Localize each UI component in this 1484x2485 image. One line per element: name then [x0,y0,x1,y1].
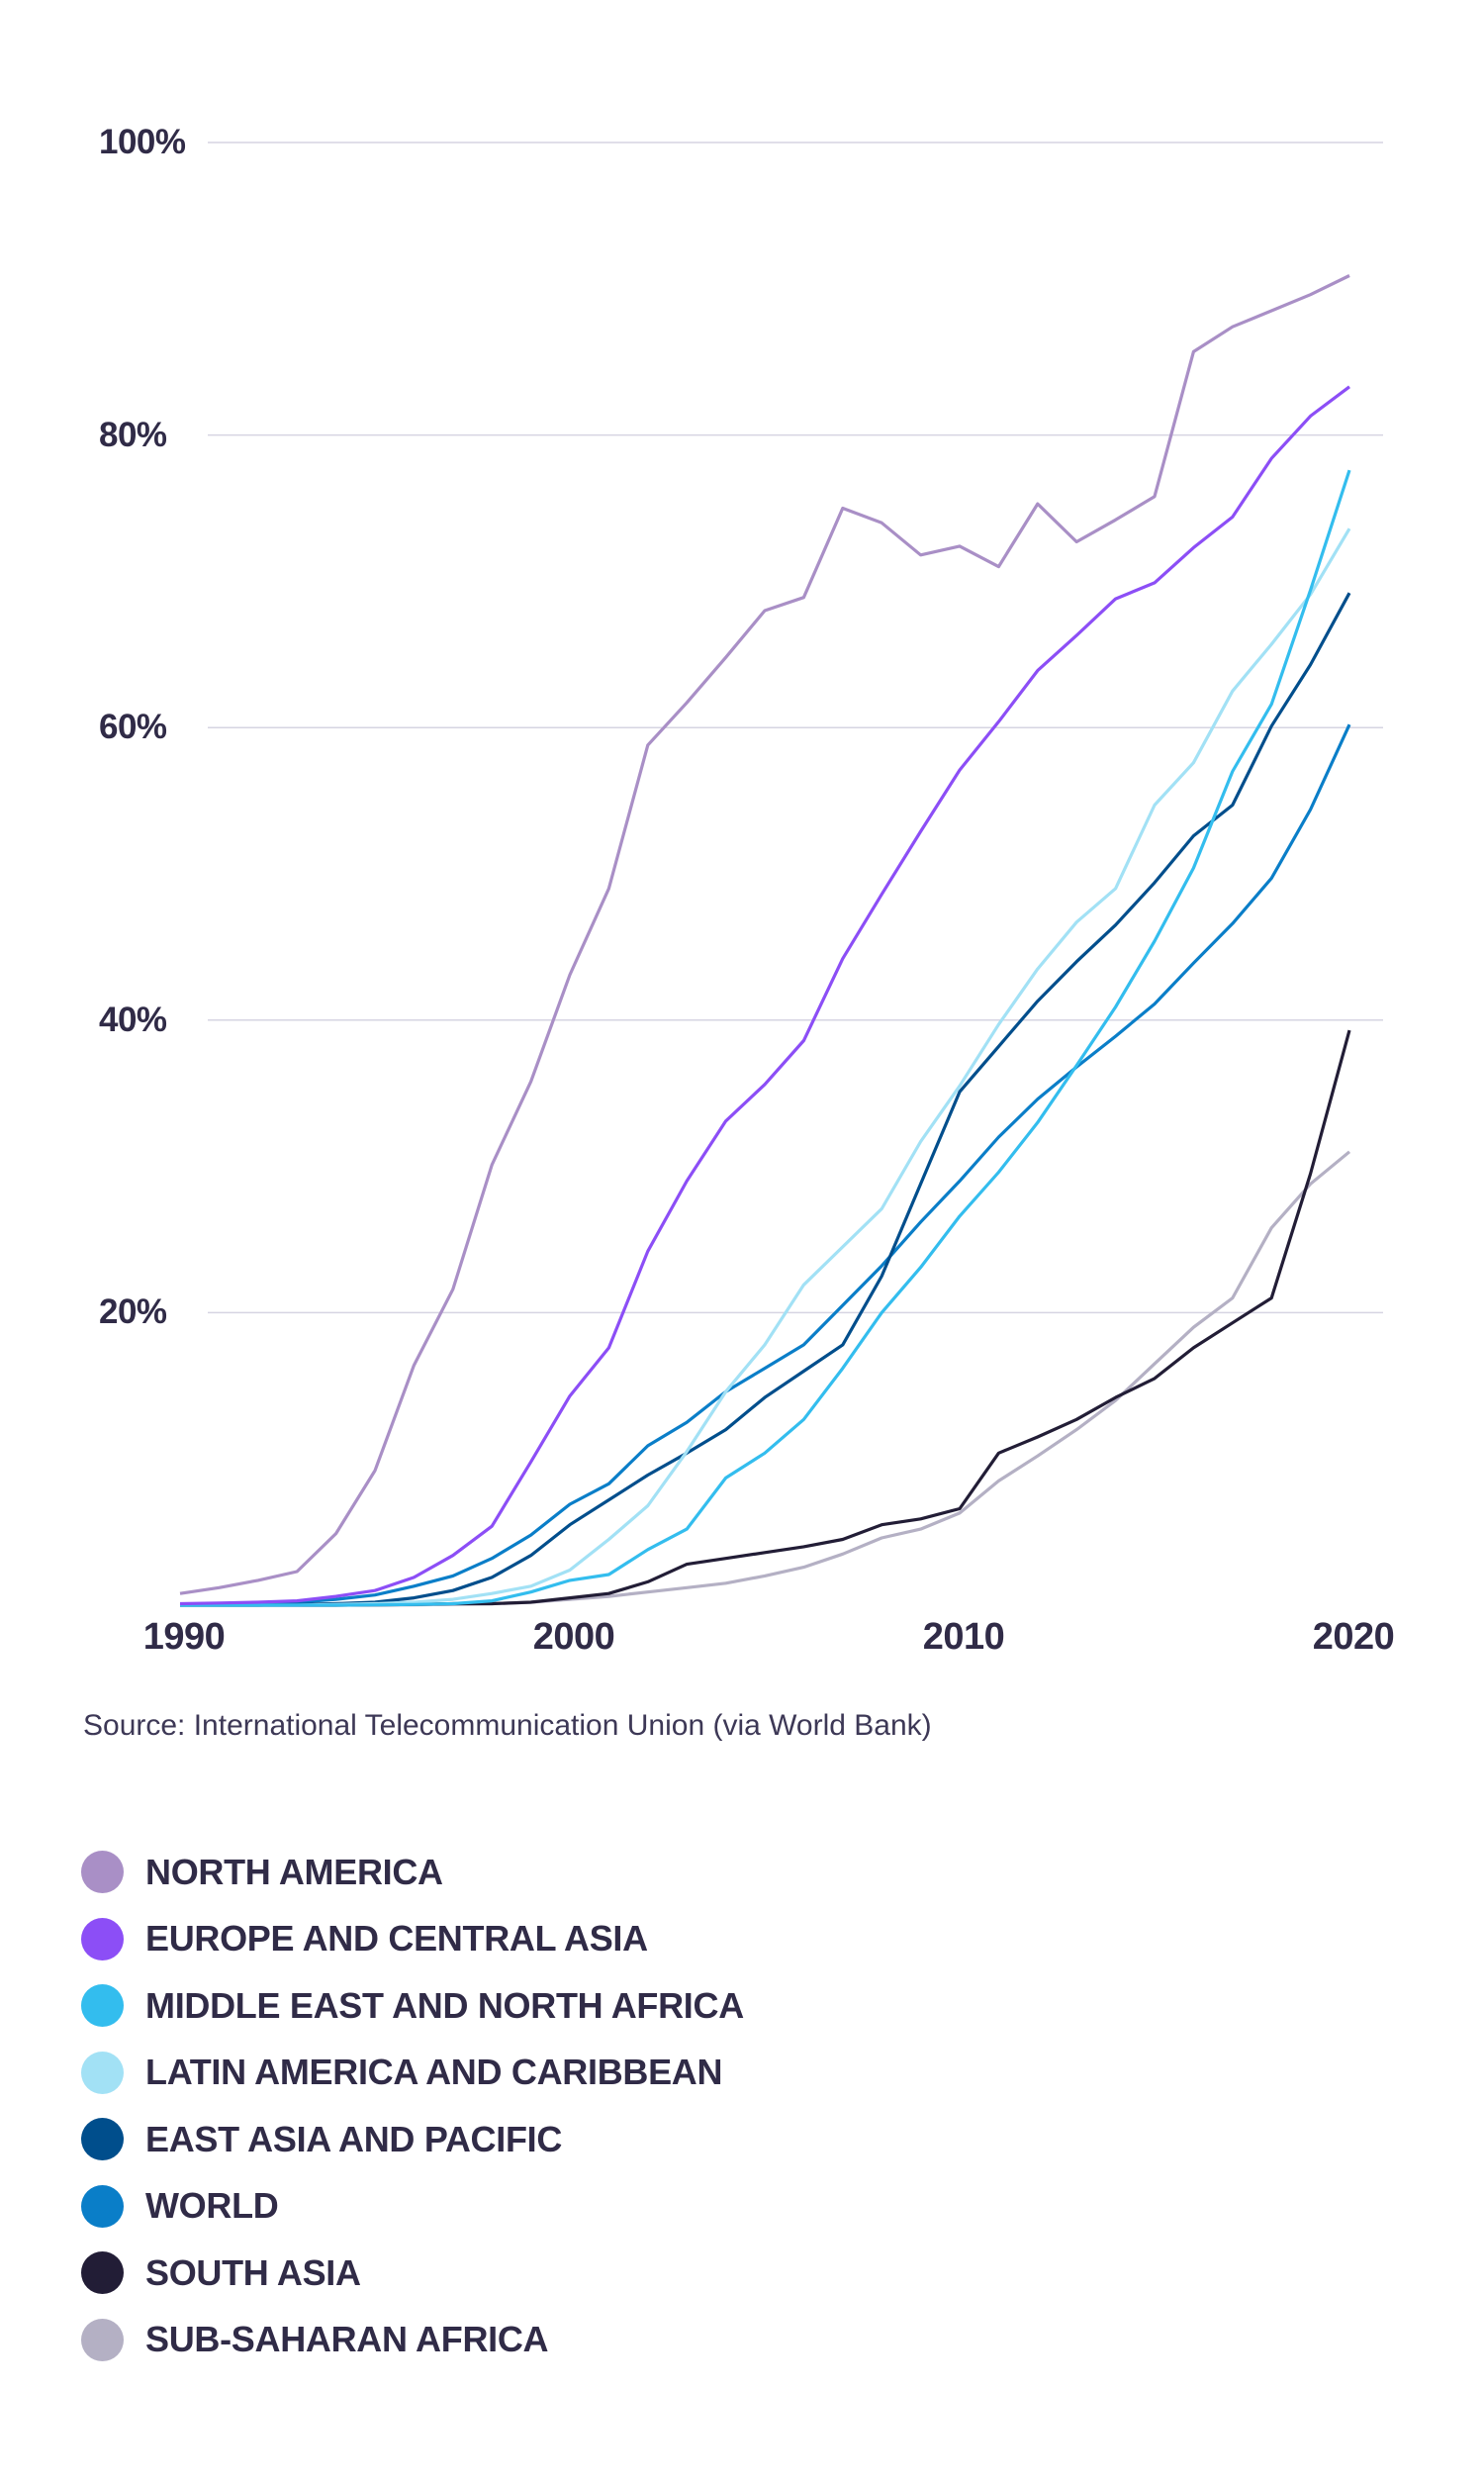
series-line-middle-east-and-north-africa [180,469,1351,1607]
legend-swatch [81,2118,124,2161]
legend-label: SOUTH ASIA [145,2251,361,2293]
legend-label: LATIN AMERICA AND CARIBBEAN [145,2052,723,2093]
y-tick-label: 100% [99,123,186,161]
legend: NORTH AMERICA EUROPE AND CENTRAL ASIA MI… [81,1839,744,2373]
legend-swatch [81,1984,124,2028]
series-line-world [179,723,1351,1607]
series-line-europe-and-central-asia [179,385,1350,1606]
x-tick-label: 2010 [922,1616,1005,1658]
legend-item-europe-central-asia: EUROPE AND CENTRAL ASIA [81,1906,744,1973]
legend-item-world: WORLD [81,2173,744,2241]
source-note: Source: International Telecommunication … [83,1709,932,1742]
gridlines [208,142,1383,1314]
legend-swatch [81,2051,124,2094]
legend-item-latin-america-caribbean: LATIN AMERICA AND CARIBBEAN [81,2040,744,2107]
series-line-sub-saharan-africa [180,1150,1351,1607]
series-lines [179,274,1351,1607]
y-tick-label: 60% [99,708,167,747]
x-tick-label: 1990 [142,1616,226,1658]
series-line-south-asia [180,1029,1351,1607]
x-tick-label: 2000 [532,1616,615,1658]
legend-label: NORTH AMERICA [145,1851,443,1892]
legend-item-sub-saharan-africa: SUB-SAHARAN AFRICA [81,2307,744,2374]
legend-swatch [81,2184,124,2228]
series-line-latin-america-and-caribbean [180,527,1351,1607]
legend-swatch [81,2251,124,2295]
y-tick-label: 20% [99,1292,167,1332]
legend-item-middle-east-north-africa: MIDDLE EAST AND NORTH AFRICA [81,1972,744,2040]
legend-label: EAST ASIA AND PACIFIC [145,2118,563,2159]
legend-label: SUB-SAHARAN AFRICA [145,2319,549,2360]
y-tick-label: 80% [99,415,167,454]
legend-swatch [81,1917,124,1960]
legend-label: WORLD [145,2185,279,2227]
x-tick-label: 2020 [1312,1616,1395,1658]
legend-swatch [81,2318,124,2361]
legend-item-south-asia: SOUTH ASIA [81,2240,744,2307]
series-line-north-america [179,274,1350,1595]
legend-label: EUROPE AND CENTRAL ASIA [145,1918,648,1959]
y-tick-label: 40% [99,1000,167,1039]
legend-label: MIDDLE EAST AND NORTH AFRICA [145,1984,744,2026]
legend-item-east-asia-pacific: EAST ASIA AND PACIFIC [81,2106,744,2173]
legend-swatch [81,1851,124,1894]
legend-item-north-america: NORTH AMERICA [81,1839,744,1906]
